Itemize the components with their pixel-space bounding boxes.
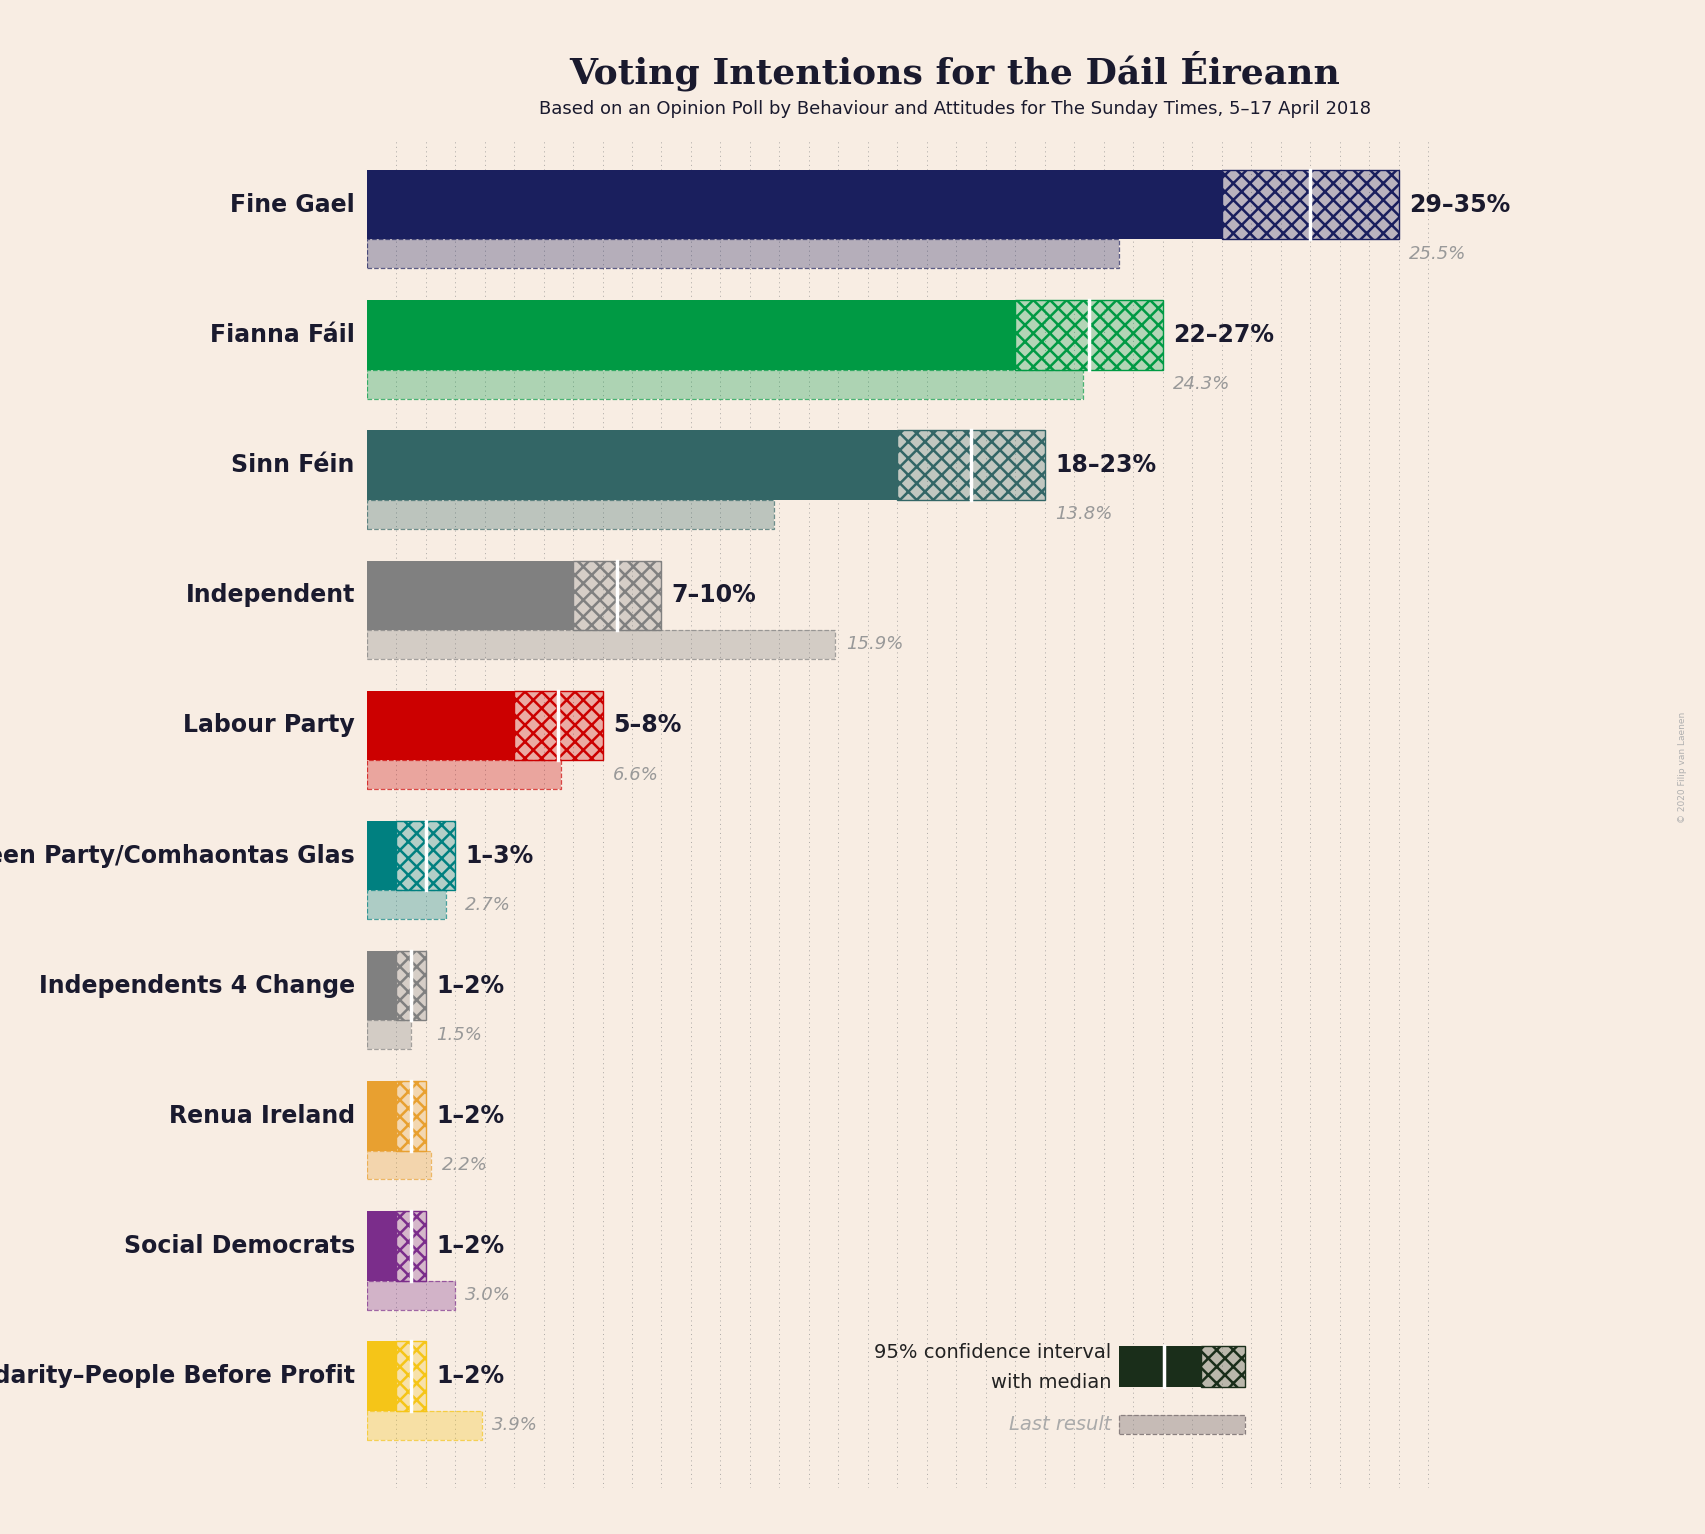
Bar [1202,1347,1245,1387]
Bar [396,1341,426,1411]
Text: Fianna Fáil: Fianna Fáil [210,324,355,347]
Bar [897,431,1045,500]
Text: 5–8%: 5–8% [612,713,682,738]
Bar [1118,1414,1245,1434]
Bar [513,690,602,759]
Bar [367,301,1016,370]
Text: Social Democrats: Social Democrats [123,1233,355,1258]
Bar [367,1150,431,1180]
Text: 13.8%: 13.8% [1055,505,1113,523]
Bar [1202,1347,1245,1387]
Bar [1016,301,1163,370]
Text: Voting Intentions for the Dáil Éireann: Voting Intentions for the Dáil Éireann [569,51,1340,91]
Bar [396,1341,426,1411]
Text: © 2020 Filip van Laenen: © 2020 Filip van Laenen [1678,712,1688,822]
Bar [367,1281,455,1310]
Bar [367,690,513,759]
Text: Labour Party: Labour Party [182,713,355,738]
Text: Based on an Opinion Poll by Behaviour and Attitudes for The Sunday Times, 5–17 A: Based on an Opinion Poll by Behaviour an… [539,100,1371,118]
Bar [367,759,561,788]
Bar [367,1411,481,1440]
Bar [1222,170,1398,239]
Bar [1118,1414,1245,1434]
Bar [367,170,1222,239]
Text: Independents 4 Change: Independents 4 Change [39,974,355,997]
Bar [367,1341,396,1411]
Bar [367,431,897,500]
Text: Green Party/Comhaontas Glas: Green Party/Comhaontas Glas [0,844,355,868]
Bar [1118,1347,1202,1387]
Text: Fine Gael: Fine Gael [230,193,355,216]
Bar [367,500,774,529]
Text: 22–27%: 22–27% [1173,324,1274,347]
Bar [573,560,662,630]
Bar [1222,170,1398,239]
Text: 7–10%: 7–10% [672,583,757,607]
Text: 15.9%: 15.9% [846,635,904,653]
Bar [367,821,396,890]
Bar [367,951,396,1020]
Bar [396,1212,426,1281]
Bar [367,1020,411,1049]
Text: 1–2%: 1–2% [436,1104,505,1127]
Bar [367,560,573,630]
Text: Solidarity–People Before Profit: Solidarity–People Before Profit [0,1364,355,1388]
Bar [367,370,1083,399]
Text: 29–35%: 29–35% [1408,193,1511,216]
Text: 1–2%: 1–2% [436,974,505,997]
Text: 1.5%: 1.5% [436,1026,483,1043]
Text: 3.9%: 3.9% [493,1416,537,1434]
Bar [367,370,1083,399]
Bar [367,500,774,529]
Text: 1–2%: 1–2% [436,1233,505,1258]
Bar [396,951,426,1020]
Text: 2.7%: 2.7% [465,896,512,914]
Text: 25.5%: 25.5% [1408,245,1466,262]
Bar [396,1081,426,1150]
Bar [513,690,602,759]
Bar [367,1150,431,1180]
Text: 95% confidence interval: 95% confidence interval [875,1342,1112,1362]
Text: Renua Ireland: Renua Ireland [169,1104,355,1127]
Text: Sinn Féin: Sinn Féin [232,453,355,477]
Bar [367,1020,411,1049]
Bar [396,821,455,890]
Bar [367,759,561,788]
Bar [367,1281,455,1310]
Bar [367,1411,481,1440]
Bar [367,239,1118,268]
Bar [396,1212,426,1281]
Text: 18–23%: 18–23% [1055,453,1156,477]
Bar [367,239,1118,268]
Bar [573,560,662,630]
Bar [367,1081,396,1150]
Bar [367,890,447,919]
Bar [897,431,1045,500]
Bar [367,890,447,919]
Bar [396,951,426,1020]
Bar [367,630,835,658]
Text: 6.6%: 6.6% [612,765,658,784]
Text: Last result: Last result [1009,1414,1112,1434]
Bar [367,630,835,658]
Bar [367,1212,396,1281]
Bar [396,821,455,890]
Text: 24.3%: 24.3% [1173,376,1231,393]
Bar [396,1081,426,1150]
Text: Independent: Independent [186,583,355,607]
Text: 2.2%: 2.2% [442,1157,488,1174]
Text: 1–3%: 1–3% [465,844,534,868]
Text: 1–2%: 1–2% [436,1364,505,1388]
Text: with median: with median [991,1373,1112,1393]
Text: 3.0%: 3.0% [465,1285,512,1304]
Bar [1016,301,1163,370]
